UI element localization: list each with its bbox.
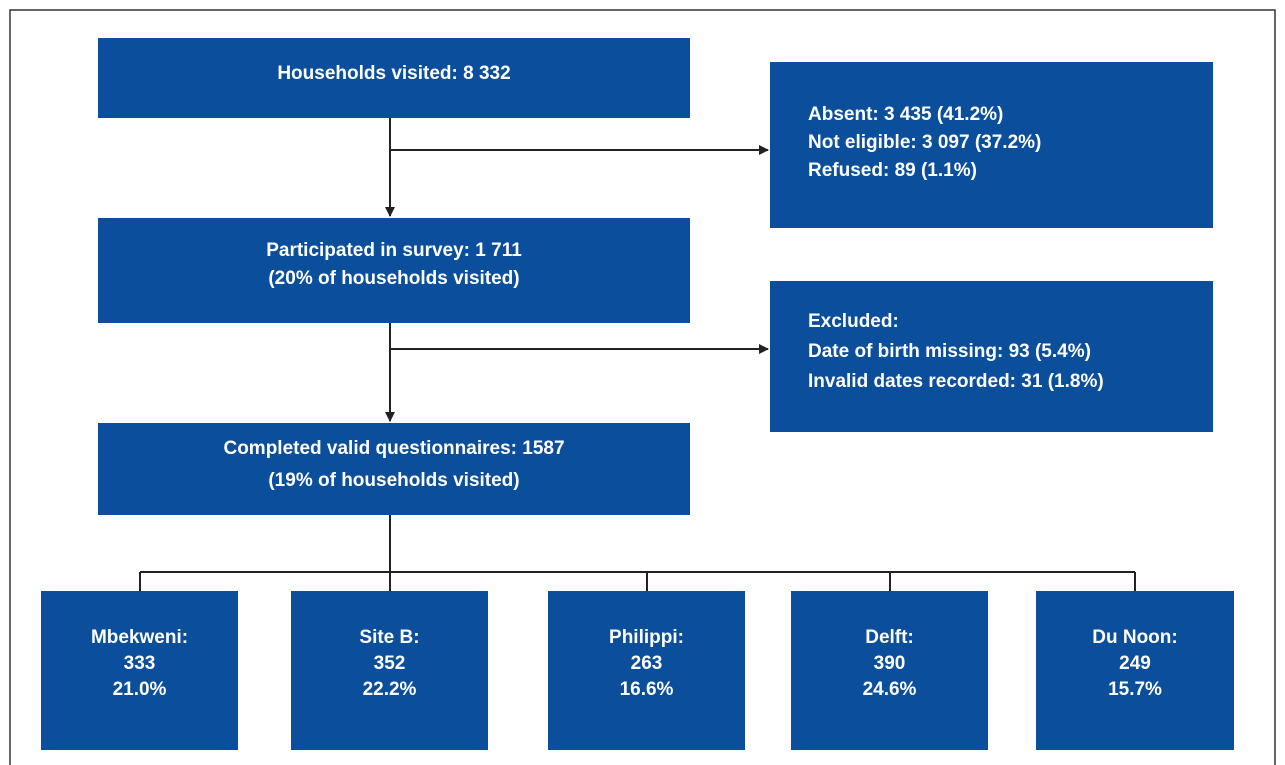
node-box (791, 591, 988, 750)
node: Completed valid questionnaires: 1587 (19%… (98, 423, 690, 515)
node-text: Site B: (359, 627, 419, 648)
node-text: 249 (1119, 653, 1151, 674)
node-text: 15.7% (1108, 679, 1162, 700)
node: Site B: 352 22.2% (291, 591, 488, 750)
node-box (98, 38, 690, 118)
node-text: Absent: 3 435 (41.2%) (808, 104, 1003, 125)
node: Absent: 3 435 (41.2%) Not eligible: 3 097… (770, 62, 1213, 228)
node-text: Date of birth missing: 93 (5.4%) (808, 341, 1091, 362)
node: Delft: 390 24.6% (791, 591, 988, 750)
frame (9, 9, 1276, 765)
node-box (548, 591, 745, 750)
node: Excluded: Date of birth missing: 93 (5.4%… (770, 281, 1213, 432)
node-text: Du Noon: (1092, 627, 1177, 648)
node-text: Invalid dates recorded: 31 (1.8%) (808, 371, 1104, 392)
node: Households visited: 8 332 (98, 38, 690, 118)
node-text: (20% of households visited) (268, 268, 519, 289)
node-text: Participated in survey: 1 711 (266, 240, 522, 261)
node: Du Noon: 249 15.7% (1036, 591, 1234, 750)
branch-lines (139, 515, 1136, 591)
node-text: Mbekweni: (91, 627, 188, 648)
node-text: Excluded: (808, 311, 899, 332)
node-box (41, 591, 238, 750)
node-box (98, 218, 690, 323)
node-box (291, 591, 488, 750)
node: Philippi: 263 16.6% (548, 591, 745, 750)
node-box (770, 281, 1213, 432)
node-text: Delft: (865, 627, 914, 648)
node-text: Refused: 89 (1.1%) (808, 160, 977, 181)
node-text: 352 (374, 653, 406, 674)
node-text: Completed valid questionnaires: 1587 (223, 438, 564, 459)
node-box (98, 423, 690, 515)
node-text: 390 (874, 653, 906, 674)
node: Participated in survey: 1 711 (20% of hou… (98, 218, 690, 323)
node-text: 24.6% (863, 679, 917, 700)
node-text: 21.0% (113, 679, 167, 700)
node-box (770, 62, 1213, 228)
node-text: 263 (631, 653, 663, 674)
node-text: Philippi: (609, 627, 684, 648)
node-text: (19% of households visited) (268, 470, 519, 491)
node-box (1036, 591, 1234, 750)
connectors (139, 118, 1136, 591)
node-text: Households visited: 8 332 (277, 63, 510, 84)
node-text: 22.2% (363, 679, 417, 700)
node-text: 333 (124, 653, 156, 674)
nodes: Households visited: 8 332 Absent: 3 435 (… (41, 38, 1234, 750)
node: Mbekweni: 333 21.0% (41, 591, 238, 750)
node-text: 16.6% (620, 679, 674, 700)
node-text: Not eligible: 3 097 (37.2%) (808, 132, 1041, 153)
